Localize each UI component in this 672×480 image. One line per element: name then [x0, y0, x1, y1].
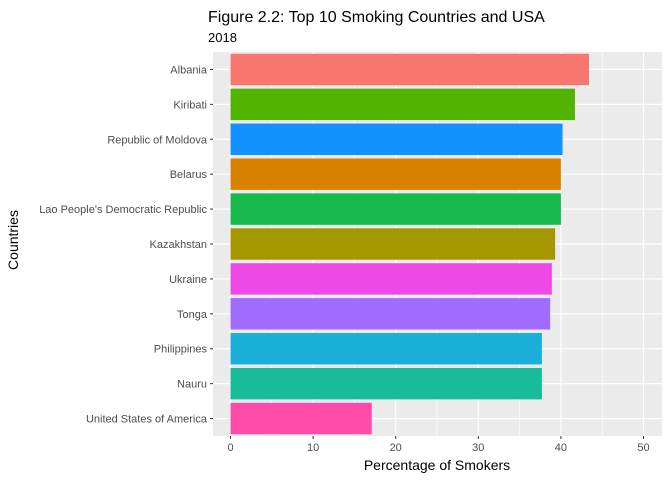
- y-tick-label: Kiribati: [173, 99, 207, 111]
- x-tick-label: 50: [637, 442, 649, 454]
- y-tick-label: Republic of Moldova: [107, 134, 208, 146]
- bar: [230, 88, 575, 121]
- bar: [230, 298, 551, 330]
- y-tick-label: United States of America: [86, 414, 208, 426]
- x-tick-label: 10: [307, 442, 319, 454]
- bar: [230, 123, 563, 155]
- y-tick-label: Lao People's Democratic Republic: [39, 204, 207, 216]
- x-tick-label: 40: [555, 442, 567, 454]
- bar: [230, 193, 561, 225]
- y-tick-label: Nauru: [177, 379, 207, 391]
- x-tick-label: 0: [227, 442, 233, 454]
- bar: [230, 228, 556, 260]
- y-axis: Albania Kiribati Republic of Moldova Belaru…: [39, 64, 213, 426]
- bar: [230, 402, 372, 435]
- chart-title: Figure 2.2: Top 10 Smoking Countries and…: [208, 9, 545, 26]
- bar: [230, 158, 561, 190]
- bar: [230, 367, 542, 400]
- x-tick-label: 30: [472, 442, 484, 454]
- bars: [230, 53, 589, 435]
- y-tick-label: Belarus: [170, 169, 208, 181]
- x-axis: 0 10 20 30 40 50: [227, 436, 650, 454]
- chart-subtitle: 2018: [208, 30, 237, 45]
- y-tick-label: Philippines: [154, 344, 208, 356]
- y-tick-label: Ukraine: [169, 274, 207, 286]
- x-axis-title: Percentage of Smokers: [364, 457, 510, 473]
- y-axis-title: Countries: [5, 210, 21, 270]
- bar: [230, 263, 552, 295]
- y-tick-label: Kazakhstan: [150, 239, 207, 251]
- bar: [230, 333, 542, 365]
- bar: [230, 53, 589, 86]
- y-tick-label: Tonga: [177, 309, 208, 321]
- y-tick-label: Albania: [170, 64, 208, 76]
- x-tick-label: 20: [390, 442, 402, 454]
